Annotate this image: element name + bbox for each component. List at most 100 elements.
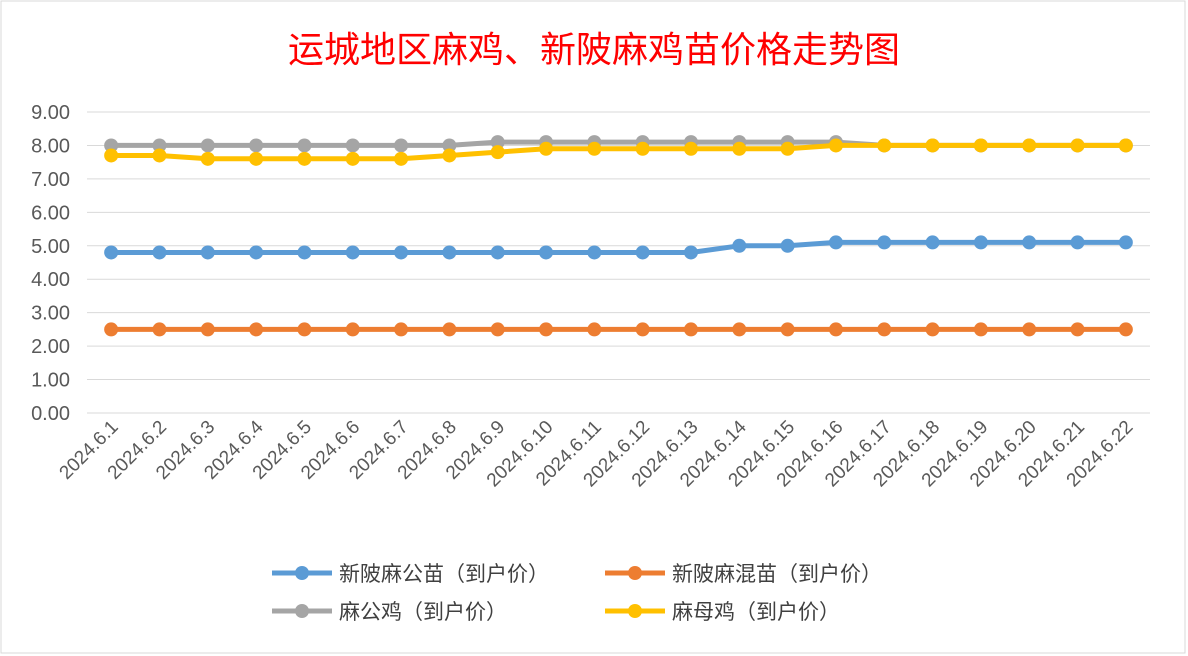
data-point xyxy=(249,138,264,153)
data-point xyxy=(104,245,119,260)
data-point xyxy=(587,322,602,337)
data-point xyxy=(828,322,843,337)
legend-swatch-marker xyxy=(628,566,642,580)
legend: 新陂麻公苗（到户价） 新陂麻混苗（到户价） 麻公鸡（到户价） 麻母鸡（到户价） xyxy=(272,562,882,624)
data-point xyxy=(877,138,892,153)
data-point xyxy=(104,322,119,337)
data-point xyxy=(249,245,264,260)
data-point xyxy=(1118,235,1133,250)
data-point xyxy=(345,151,360,166)
data-point xyxy=(442,245,457,260)
data-point xyxy=(1118,138,1133,153)
data-point xyxy=(152,245,167,260)
series-4 xyxy=(104,138,1133,166)
y-tick-label: 7.00 xyxy=(31,169,70,191)
legend-label: 新陂麻公苗（到户价） xyxy=(339,562,549,586)
data-point xyxy=(1022,235,1037,250)
data-point xyxy=(345,322,360,337)
data-point xyxy=(1070,322,1085,337)
data-point xyxy=(200,322,215,337)
data-point xyxy=(539,322,554,337)
y-tick-label: 6.00 xyxy=(31,202,70,224)
series-1 xyxy=(104,235,1133,260)
legend-label: 麻公鸡（到户价） xyxy=(339,600,507,624)
data-point xyxy=(539,245,554,260)
series-lines xyxy=(104,135,1133,337)
data-point xyxy=(780,238,795,253)
data-point xyxy=(442,148,457,163)
series-line xyxy=(111,239,1126,255)
y-tick-label: 9.00 xyxy=(31,102,70,124)
legend-label: 麻母鸡（到户价） xyxy=(672,600,840,624)
data-point xyxy=(780,141,795,156)
data-point xyxy=(297,138,312,153)
legend-swatch-marker xyxy=(628,604,642,618)
data-point xyxy=(490,322,505,337)
data-point xyxy=(587,245,602,260)
data-point xyxy=(490,245,505,260)
data-point xyxy=(152,322,167,337)
data-point xyxy=(587,141,602,156)
y-tick-label: 2.00 xyxy=(31,336,70,358)
series-2 xyxy=(104,322,1133,337)
data-point xyxy=(200,138,215,153)
data-point xyxy=(1070,235,1085,250)
data-point xyxy=(394,322,409,337)
data-point xyxy=(683,141,698,156)
legend-item: 麻母鸡（到户价） xyxy=(605,600,840,624)
legend-item: 新陂麻公苗（到户价） xyxy=(272,562,549,586)
data-point xyxy=(780,322,795,337)
data-point xyxy=(877,322,892,337)
data-point xyxy=(925,322,940,337)
data-point xyxy=(249,151,264,166)
data-point xyxy=(104,148,119,163)
data-point xyxy=(1070,138,1085,153)
y-tick-label: 4.00 xyxy=(31,269,70,291)
data-point xyxy=(635,322,650,337)
y-tick-label: 1.00 xyxy=(31,370,70,392)
data-point xyxy=(104,138,119,153)
legend-swatch-marker xyxy=(295,604,309,618)
y-tick-label: 5.00 xyxy=(31,236,70,258)
data-point xyxy=(200,151,215,166)
data-point xyxy=(1022,322,1037,337)
data-point xyxy=(442,138,457,153)
data-point xyxy=(152,138,167,153)
data-point xyxy=(683,245,698,260)
data-point xyxy=(394,138,409,153)
data-point xyxy=(1118,322,1133,337)
data-point xyxy=(973,322,988,337)
y-tick-label: 8.00 xyxy=(31,135,70,157)
data-point xyxy=(973,138,988,153)
data-point xyxy=(683,322,698,337)
data-point xyxy=(539,141,554,156)
data-point xyxy=(635,141,650,156)
data-point xyxy=(345,245,360,260)
legend-label: 新陂麻混苗（到户价） xyxy=(672,562,882,586)
data-point xyxy=(732,238,747,253)
data-point xyxy=(345,138,360,153)
data-point xyxy=(297,322,312,337)
chart-title: 运城地区麻鸡、新陂麻鸡苗价格走势图 xyxy=(288,30,900,71)
y-axis-tick-labels: 0.00 1.00 2.00 3.00 4.00 5.00 6.00 7.00 8.00 9.00 xyxy=(31,102,70,425)
data-point xyxy=(732,141,747,156)
legend-item: 麻公鸡（到户价） xyxy=(272,600,507,624)
data-point xyxy=(394,245,409,260)
data-point xyxy=(297,245,312,260)
data-point xyxy=(1022,138,1037,153)
y-tick-label: 3.00 xyxy=(31,303,70,325)
series-line xyxy=(111,142,1126,162)
data-point xyxy=(635,245,650,260)
data-point xyxy=(973,235,988,250)
y-tick-label: 0.00 xyxy=(31,403,70,425)
data-point xyxy=(877,235,892,250)
data-point xyxy=(828,235,843,250)
data-point xyxy=(442,322,457,337)
data-point xyxy=(152,148,167,163)
data-point xyxy=(249,322,264,337)
data-point xyxy=(732,322,747,337)
legend-item: 新陂麻混苗（到户价） xyxy=(605,562,882,586)
data-point xyxy=(394,151,409,166)
data-point xyxy=(828,138,843,153)
data-point xyxy=(297,151,312,166)
